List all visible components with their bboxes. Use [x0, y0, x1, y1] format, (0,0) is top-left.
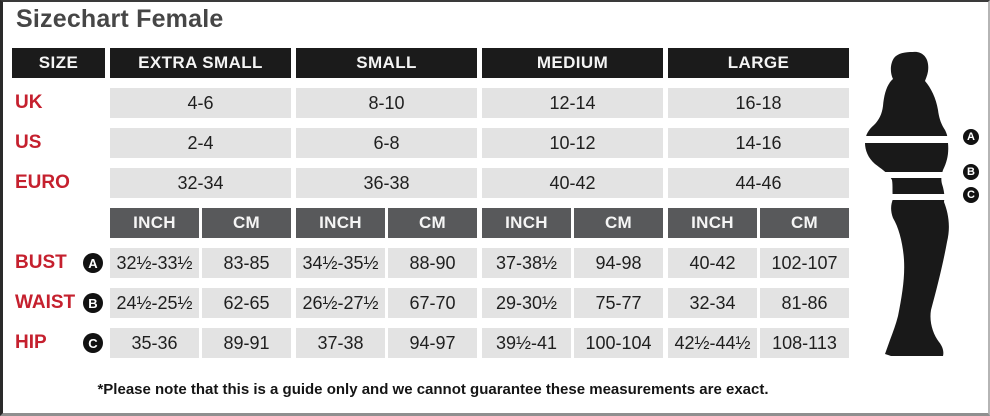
measurement-cell-cm: 89-91 [202, 328, 291, 358]
table-row-hip: HIP C 35-36 89-91 37-38 94-97 39½-41 100… [12, 328, 849, 358]
measurement-cell-cm: 108-113 [760, 328, 849, 358]
col-header-small: SMALL [296, 48, 477, 78]
waist-measure-line [859, 172, 963, 178]
size-header-cell: SIZE [12, 48, 105, 78]
table-row-us: US 2-4 6-8 10-12 14-16 [12, 128, 849, 158]
unit-header-row: INCH CM INCH CM INCH CM INCH CM [12, 208, 849, 238]
footnote: *Please note that this is a guide only a… [97, 381, 769, 398]
size-cell: 40-42 [482, 168, 663, 198]
size-cell: 32-34 [110, 168, 291, 198]
figure-marker-c-badge: C [963, 187, 979, 203]
marker-b-badge: B [83, 293, 103, 313]
unit-header-cm: CM [202, 208, 291, 238]
measurement-cell-inch: 42½-44½ [668, 328, 757, 358]
measurement-cell-inch: 32½-33½ [110, 248, 199, 278]
unit-row-spacer [12, 208, 105, 238]
measurement-cell-cm: 94-98 [574, 248, 663, 278]
measurement-cell-cm: 81-86 [760, 288, 849, 318]
measurement-cell-inch: 34½-35½ [296, 248, 385, 278]
size-cell: 6-8 [296, 128, 477, 158]
table-header-row: SIZE EXTRA SMALL SMALL MEDIUM LARGE [12, 48, 849, 78]
unit-header-cm: CM [760, 208, 849, 238]
unit-header-inch: INCH [668, 208, 757, 238]
table-row-euro: EURO 32-34 36-38 40-42 44-46 [12, 168, 849, 198]
table-row-waist: WAIST B 24½-25½ 62-65 26½-27½ 67-70 29-3… [12, 288, 849, 318]
unit-header-inch: INCH [296, 208, 385, 238]
measurement-cell-inch: 39½-41 [482, 328, 571, 358]
figure-marker-a-badge: A [963, 129, 979, 145]
measurement-cell-cm: 67-70 [388, 288, 477, 318]
row-label-us: US [15, 132, 42, 153]
size-cell: 8-10 [296, 88, 477, 118]
unit-header-inch: INCH [482, 208, 571, 238]
measurement-cell-inch: 26½-27½ [296, 288, 385, 318]
col-header-medium: MEDIUM [482, 48, 663, 78]
measurement-cell-inch: 37-38 [296, 328, 385, 358]
sizechart-table: SIZE EXTRA SMALL SMALL MEDIUM LARGE UK 4… [12, 48, 849, 368]
size-cell: 14-16 [668, 128, 849, 158]
measurement-cell-cm: 102-107 [760, 248, 849, 278]
table-row-uk: UK 4-6 8-10 12-14 16-18 [12, 88, 849, 118]
marker-a-badge: A [83, 253, 103, 273]
marker-c-badge: C [83, 333, 103, 353]
figure-marker-b-badge: B [963, 164, 979, 180]
size-cell: 12-14 [482, 88, 663, 118]
size-cell: 4-6 [110, 88, 291, 118]
female-silhouette-icon [859, 51, 963, 357]
measurement-cell-inch: 32-34 [668, 288, 757, 318]
size-cell: 16-18 [668, 88, 849, 118]
page-title: Sizechart Female [16, 5, 224, 33]
row-label-uk: UK [15, 92, 43, 113]
unit-header-inch: INCH [110, 208, 199, 238]
measurement-cell-inch: 29-30½ [482, 288, 571, 318]
measurement-cell-inch: 40-42 [668, 248, 757, 278]
measurement-cell-cm: 94-97 [388, 328, 477, 358]
row-label-waist: WAIST [15, 292, 76, 313]
size-cell: 10-12 [482, 128, 663, 158]
measurement-cell-inch: 24½-25½ [110, 288, 199, 318]
size-cell: 36-38 [296, 168, 477, 198]
row-label-bust: BUST [15, 252, 67, 273]
measurement-cell-inch: 35-36 [110, 328, 199, 358]
table-row-bust: BUST A 32½-33½ 83-85 34½-35½ 88-90 37-38… [12, 248, 849, 278]
unit-header-cm: CM [574, 208, 663, 238]
measurement-cell-cm: 100-104 [574, 328, 663, 358]
measurement-cell-cm: 75-77 [574, 288, 663, 318]
measurement-cell-inch: 37-38½ [482, 248, 571, 278]
bust-measure-line [859, 136, 963, 143]
measurement-cell-cm: 88-90 [388, 248, 477, 278]
row-label-euro: EURO [15, 172, 70, 193]
size-cell: 44-46 [668, 168, 849, 198]
unit-header-cm: CM [388, 208, 477, 238]
measurement-cell-cm: 83-85 [202, 248, 291, 278]
measurement-cell-cm: 62-65 [202, 288, 291, 318]
row-label-hip: HIP [15, 332, 47, 353]
col-header-large: LARGE [668, 48, 849, 78]
col-header-extra-small: EXTRA SMALL [110, 48, 291, 78]
hip-measure-line [859, 194, 963, 200]
size-cell: 2-4 [110, 128, 291, 158]
